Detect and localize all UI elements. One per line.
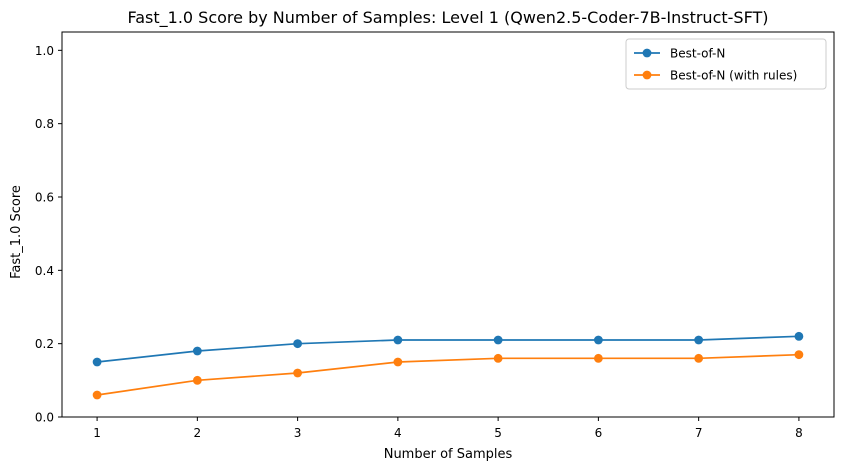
x-tick-label: 5 bbox=[494, 426, 502, 440]
series-2-point bbox=[694, 353, 704, 363]
series-line-2 bbox=[96, 353, 799, 396]
legend-label-1: Best-of-N bbox=[670, 47, 725, 61]
y-tick-label: 0.6 bbox=[35, 191, 54, 205]
series-2-point bbox=[593, 353, 603, 363]
legend-marker-1 bbox=[642, 48, 652, 58]
series-2-point bbox=[293, 368, 303, 378]
series-2-point bbox=[493, 353, 503, 363]
legend-label-2: Best-of-N (with rules) bbox=[670, 69, 797, 83]
plot-area: 1 2 3 4 5 6 7 8 0.0 0.2 0.4 0.6 0.8 1.0 bbox=[35, 31, 835, 440]
legend: Best-of-N Best-of-N (with rules) bbox=[625, 38, 827, 90]
series-2-point bbox=[192, 375, 202, 385]
series-1-point bbox=[593, 335, 603, 345]
series-2-point bbox=[92, 390, 102, 400]
series-1-point bbox=[192, 346, 202, 356]
x-tick-label: 8 bbox=[795, 426, 803, 440]
y-tick-label: 0.4 bbox=[35, 264, 54, 278]
y-tick-label: 0.0 bbox=[35, 411, 54, 425]
x-tick-label: 4 bbox=[394, 426, 402, 440]
y-tick-label: 0.2 bbox=[35, 337, 54, 351]
legend-box bbox=[625, 38, 827, 90]
x-tick-label: 1 bbox=[93, 426, 101, 440]
chart-title: Fast_1.0 Score by Number of Samples: Lev… bbox=[127, 8, 768, 28]
series-2-point bbox=[794, 350, 804, 360]
series-2-point bbox=[393, 357, 403, 367]
x-tick-label: 7 bbox=[695, 426, 703, 440]
x-tick-label: 6 bbox=[595, 426, 603, 440]
series-1-point bbox=[293, 339, 303, 349]
y-tick-label: 0.8 bbox=[35, 117, 54, 131]
series-1-point bbox=[694, 335, 704, 345]
axes-frame bbox=[61, 31, 835, 418]
series-1-point bbox=[393, 335, 403, 345]
x-tick-label: 3 bbox=[294, 426, 302, 440]
y-tick-label: 1.0 bbox=[35, 44, 54, 58]
series-1-point bbox=[92, 357, 102, 367]
y-axis-label: Fast_1.0 Score bbox=[9, 185, 24, 279]
x-axis-label: Number of Samples bbox=[384, 447, 513, 462]
series-1-point bbox=[794, 331, 804, 341]
x-tick-label: 2 bbox=[194, 426, 202, 440]
legend-marker-2 bbox=[642, 70, 652, 80]
series-1-point bbox=[493, 335, 503, 345]
series-line-1 bbox=[97, 335, 799, 363]
